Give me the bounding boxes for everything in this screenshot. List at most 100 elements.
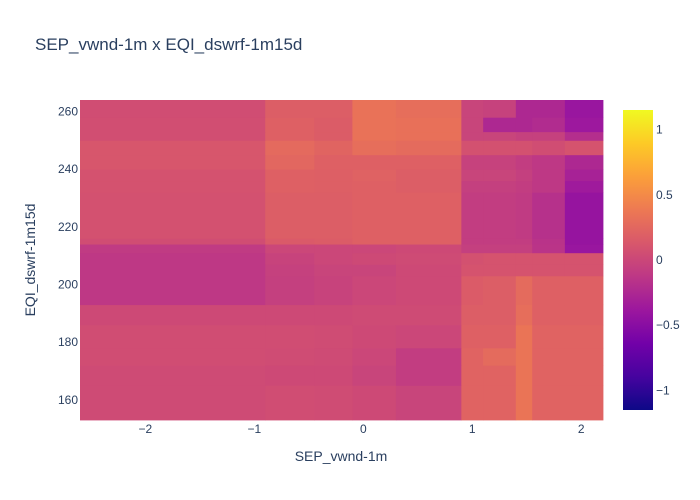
heatmap-cell bbox=[265, 244, 315, 254]
heatmap-cell bbox=[532, 244, 566, 254]
heatmap-cell bbox=[395, 385, 462, 421]
heatmap-cell bbox=[483, 154, 517, 170]
heatmap-cell bbox=[515, 304, 533, 326]
heatmap-cell bbox=[483, 140, 517, 156]
x-axis-ticks: −2 −1 0 1 2 bbox=[139, 422, 585, 436]
heatmap-cell bbox=[515, 180, 533, 193]
heatmap-cell bbox=[265, 304, 315, 326]
y-tick-label: 200 bbox=[58, 278, 78, 292]
colorbar-tick-label: −1 bbox=[656, 383, 670, 397]
heatmap-cell bbox=[483, 169, 517, 182]
colorbar-ticks: 1 0.5 0 −0.5 −1 bbox=[656, 123, 680, 398]
heatmap-cell bbox=[564, 131, 604, 141]
heatmap-cell bbox=[314, 154, 353, 170]
heatmap-cell bbox=[532, 154, 566, 170]
heatmap-cell bbox=[314, 385, 353, 421]
heatmap-cell bbox=[395, 275, 462, 306]
heatmap-cell bbox=[461, 304, 484, 326]
heatmap-cell bbox=[564, 304, 604, 326]
heatmap-cell bbox=[564, 169, 604, 182]
heatmap-cell bbox=[395, 180, 462, 193]
heatmap-cell bbox=[352, 365, 397, 386]
heatmap-cell bbox=[395, 192, 462, 239]
heatmap-cell bbox=[532, 275, 566, 306]
heatmap-cell bbox=[564, 180, 604, 193]
heatmap-cell bbox=[80, 385, 266, 421]
heatmap-cell bbox=[461, 169, 484, 182]
heatmap-cell bbox=[532, 304, 566, 326]
x-tick-label: −1 bbox=[247, 422, 261, 436]
heatmap-cell bbox=[314, 169, 353, 182]
heatmap-cell bbox=[564, 244, 604, 254]
heatmap-cell bbox=[483, 131, 517, 141]
heatmap-cell bbox=[461, 244, 484, 254]
heatmap-cell bbox=[532, 180, 566, 193]
heatmap-cell bbox=[483, 365, 517, 386]
heatmap-cell bbox=[483, 324, 517, 349]
heatmap-cell bbox=[532, 385, 566, 421]
heatmap-cell bbox=[564, 238, 604, 245]
heatmap-cell bbox=[461, 365, 484, 386]
heatmap-cell bbox=[532, 365, 566, 386]
heatmap-cell bbox=[564, 264, 604, 277]
heatmap-cell bbox=[265, 131, 315, 141]
heatmap-cell bbox=[352, 117, 397, 133]
heatmap-cell bbox=[80, 169, 266, 182]
heatmap-cell bbox=[461, 131, 484, 141]
heatmap-cell bbox=[80, 264, 266, 277]
heatmap-cell bbox=[314, 131, 353, 141]
y-axis-title: EQI_dswrf-1m15d bbox=[22, 204, 38, 317]
y-axis-ticks: 160 180 200 220 240 260 bbox=[58, 105, 78, 407]
colorbar-tick-label: 0.5 bbox=[656, 188, 673, 202]
heatmap-cell bbox=[515, 264, 533, 277]
heatmap-cell bbox=[564, 275, 604, 306]
heatmap-cell bbox=[265, 324, 315, 349]
heatmap-cell bbox=[80, 244, 266, 254]
heatmap-cell bbox=[314, 324, 353, 349]
heatmap-cell bbox=[265, 169, 315, 182]
heatmap-cell bbox=[515, 140, 533, 156]
heatmap-cell bbox=[314, 140, 353, 156]
heatmap-cell bbox=[352, 180, 397, 193]
heatmap-cell bbox=[532, 140, 566, 156]
heatmap-cell bbox=[352, 131, 397, 141]
y-tick-label: 180 bbox=[58, 335, 78, 349]
heatmap-cell bbox=[265, 238, 315, 245]
y-tick-label: 220 bbox=[58, 220, 78, 234]
heatmap-cell bbox=[80, 180, 266, 193]
heatmap-cell bbox=[265, 180, 315, 193]
heatmap-cell bbox=[515, 365, 533, 386]
heatmap-cell bbox=[564, 347, 604, 366]
heatmap-cell bbox=[515, 192, 533, 239]
heatmap-cell bbox=[395, 324, 462, 349]
heatmap-cell bbox=[80, 131, 266, 141]
heatmap-cell bbox=[80, 192, 266, 239]
y-tick-label: 240 bbox=[58, 162, 78, 176]
heatmap-cell bbox=[515, 252, 533, 265]
colorbar bbox=[623, 110, 653, 410]
heatmap-cell bbox=[461, 100, 484, 118]
heatmap-cell bbox=[461, 264, 484, 277]
heatmap-cell bbox=[80, 252, 266, 265]
y-tick-label: 260 bbox=[58, 105, 78, 119]
heatmap-cell bbox=[564, 192, 604, 239]
heatmap-cell bbox=[80, 100, 266, 118]
colorbar-tick-label: 0 bbox=[656, 253, 663, 267]
heatmap-cell bbox=[461, 154, 484, 170]
heatmap-cell bbox=[532, 264, 566, 277]
heatmap-cell bbox=[483, 192, 517, 239]
heatmap-cell bbox=[352, 238, 397, 245]
heatmap-cell bbox=[395, 154, 462, 170]
heatmap-cell bbox=[483, 117, 517, 133]
heatmap-cell bbox=[395, 169, 462, 182]
heatmap-cell bbox=[265, 100, 315, 118]
heatmap-cell bbox=[461, 238, 484, 245]
heatmap-cell bbox=[483, 385, 517, 421]
heatmap-cell bbox=[314, 264, 353, 277]
heatmap-cell bbox=[532, 347, 566, 366]
heatmap-cell bbox=[515, 347, 533, 366]
heatmap-cells bbox=[80, 100, 604, 421]
heatmap-cell bbox=[515, 275, 533, 306]
heatmap-cell bbox=[352, 275, 397, 306]
heatmap-cell bbox=[483, 244, 517, 254]
